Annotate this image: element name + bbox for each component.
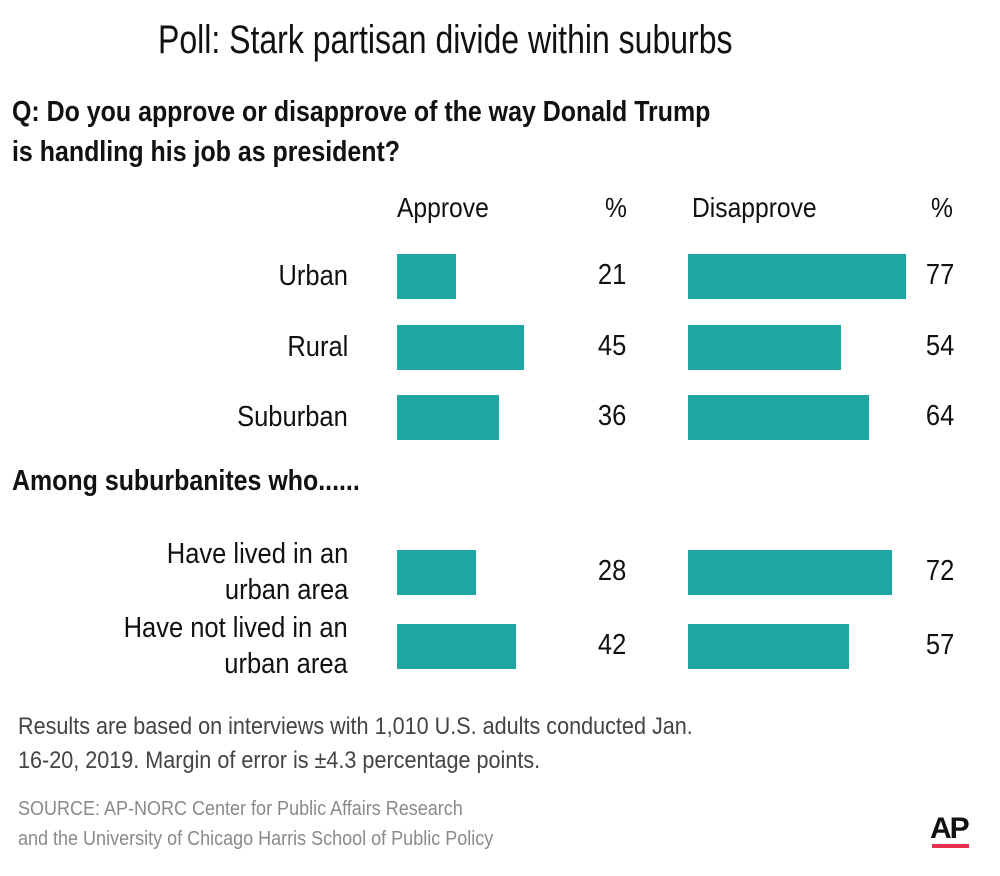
approve-bar: [397, 254, 457, 299]
disapprove-value-label: 64: [925, 400, 954, 432]
disapprove-value-label: 54: [925, 330, 954, 362]
disapprove-bar: [688, 550, 892, 595]
category-label: Rural: [287, 331, 348, 363]
disapprove-bar: [688, 325, 841, 370]
question-line-2: is handling his job as president?: [12, 136, 401, 168]
approve-value-label: 45: [597, 330, 626, 362]
approve-bar: [397, 325, 525, 370]
subheading: Among suburbanites who......: [12, 465, 360, 497]
approve-bar: [397, 550, 477, 595]
disapprove-bar: [688, 624, 850, 669]
source-line-2: and the University of Chicago Harris Sch…: [18, 828, 494, 850]
source-line-1: SOURCE: AP-NORC Center for Public Affair…: [18, 798, 463, 820]
approve-value-label: 36: [597, 400, 626, 432]
chart-title: Poll: Stark partisan divide within subur…: [158, 18, 733, 62]
category-label: Have not lived in an urban area: [123, 612, 348, 680]
disapprove-value-label: 72: [925, 555, 954, 587]
disapprove-header: Disapprove: [692, 192, 817, 223]
note-line-1: Results are based on interviews with 1,0…: [18, 713, 693, 740]
approve-bar: [397, 624, 516, 669]
approve-value-label: 21: [597, 259, 626, 291]
category-label: Have lived in an urban area: [166, 538, 348, 606]
disapprove-bar: [688, 254, 906, 299]
note-line-2: 16-20, 2019. Margin of error is ±4.3 per…: [18, 747, 541, 774]
approve-unit-header: %: [605, 192, 627, 223]
approve-value-label: 28: [597, 555, 626, 587]
approve-value-label: 42: [597, 629, 626, 661]
disapprove-value-label: 77: [925, 259, 954, 291]
disapprove-value-label: 57: [925, 629, 954, 661]
ap-logo-underline: [932, 844, 969, 848]
approve-header: Approve: [397, 192, 489, 223]
disapprove-unit-header: %: [931, 192, 953, 223]
approve-bar: [397, 395, 499, 440]
category-label: Suburban: [237, 401, 348, 433]
ap-logo: AP: [930, 812, 970, 845]
disapprove-bar: [688, 395, 870, 440]
category-label: Urban: [278, 260, 348, 292]
question-line-1: Q: Do you approve or disapprove of the w…: [12, 96, 711, 128]
